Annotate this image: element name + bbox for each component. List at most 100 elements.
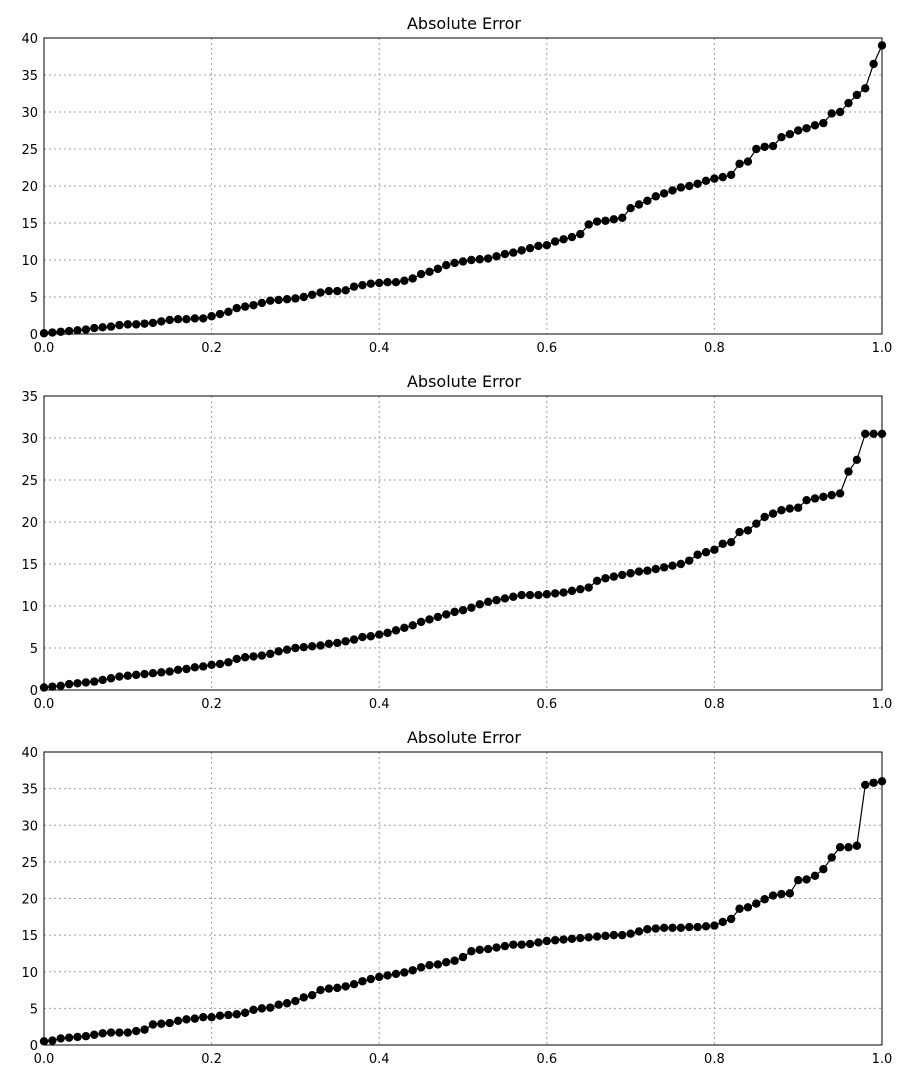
data-point	[584, 220, 593, 229]
data-point	[458, 952, 468, 962]
y-tick-label: 35	[21, 783, 38, 798]
data-point	[509, 592, 518, 601]
data-point	[73, 1032, 82, 1042]
data-point	[852, 455, 862, 465]
data-point	[408, 966, 417, 975]
data-point	[685, 181, 694, 191]
x-tick-label: 0.8	[704, 697, 725, 712]
x-tick-label: 0.8	[704, 1052, 725, 1067]
data-point	[383, 628, 392, 638]
data-point	[861, 84, 870, 93]
data-point	[173, 665, 183, 675]
data-point	[659, 189, 669, 198]
data-point	[416, 963, 426, 972]
data-point	[157, 1019, 166, 1028]
data-point	[240, 1008, 250, 1017]
data-series	[39, 429, 887, 692]
data-point	[81, 678, 91, 687]
data-point	[341, 637, 350, 646]
data-point	[64, 679, 74, 689]
data-point	[785, 889, 795, 898]
data-point	[609, 215, 619, 224]
data-point	[257, 651, 267, 660]
data-point	[442, 260, 451, 270]
x-tick-label: 0.0	[34, 697, 55, 712]
data-point	[685, 922, 694, 932]
data-point	[148, 669, 158, 678]
data-point	[517, 246, 526, 255]
data-point	[777, 889, 786, 899]
data-point	[442, 958, 451, 967]
data-point	[701, 176, 711, 186]
data-point	[341, 286, 350, 295]
data-point	[375, 972, 384, 982]
data-point	[215, 659, 225, 669]
data-point	[349, 635, 359, 644]
data-point	[274, 647, 283, 656]
data-point	[525, 939, 535, 949]
data-point	[115, 320, 124, 330]
data-point	[257, 1004, 267, 1013]
data-point	[467, 947, 476, 956]
data-point	[115, 672, 124, 681]
data-point	[274, 1000, 283, 1009]
data-point	[173, 315, 183, 324]
data-point	[64, 326, 74, 336]
data-point	[794, 503, 803, 512]
plot-frame	[43, 395, 883, 691]
data-point	[224, 1010, 233, 1020]
data-point	[760, 512, 769, 522]
data-point	[651, 924, 660, 933]
data-point	[676, 923, 686, 932]
y-tick-label: 20	[21, 893, 38, 908]
data-point	[266, 296, 275, 305]
data-point	[333, 286, 342, 296]
data-point	[634, 567, 644, 576]
y-tick-labels: 0 5 10 15 20 25 30 35 40	[21, 32, 38, 343]
data-point	[425, 615, 434, 624]
data-point	[752, 899, 761, 908]
plot-frame	[43, 751, 883, 1046]
data-point	[550, 589, 560, 598]
data-point	[90, 1030, 99, 1039]
data-point	[743, 157, 753, 166]
data-point	[517, 590, 526, 600]
data-point	[90, 677, 99, 686]
data-point	[659, 923, 669, 932]
data-point	[643, 566, 652, 575]
data-point	[685, 556, 694, 565]
data-point	[341, 982, 350, 991]
data-point	[307, 642, 317, 651]
data-point	[768, 141, 778, 151]
y-tick-label: 0	[30, 328, 38, 343]
data-point	[492, 943, 501, 952]
data-point	[190, 314, 200, 323]
data-point	[115, 1028, 124, 1037]
data-point	[492, 252, 501, 261]
data-point	[349, 282, 359, 291]
data-point	[64, 1033, 74, 1042]
data-point	[592, 932, 602, 941]
data-point	[618, 930, 627, 940]
data-point	[140, 669, 149, 679]
x-tick-labels: 0.0 0.2 0.4 0.6 0.8 1.0	[34, 697, 893, 712]
chart-title: Absolute Error	[407, 728, 521, 747]
data-point	[199, 662, 208, 671]
data-point	[760, 142, 769, 151]
data-point	[224, 307, 233, 316]
data-point	[316, 641, 325, 650]
x-tick-label: 0.4	[369, 697, 390, 712]
data-point	[710, 545, 719, 554]
data-point	[299, 993, 308, 1002]
data-point	[500, 249, 510, 259]
data-point	[433, 264, 443, 274]
data-point	[48, 682, 57, 691]
data-point	[123, 1028, 132, 1037]
y-tick-label: 40	[21, 746, 38, 761]
data-point	[869, 59, 878, 69]
series-line	[43, 780, 883, 1042]
plot-frame	[43, 37, 883, 335]
gridlines	[44, 752, 882, 1045]
data-point	[844, 98, 853, 108]
